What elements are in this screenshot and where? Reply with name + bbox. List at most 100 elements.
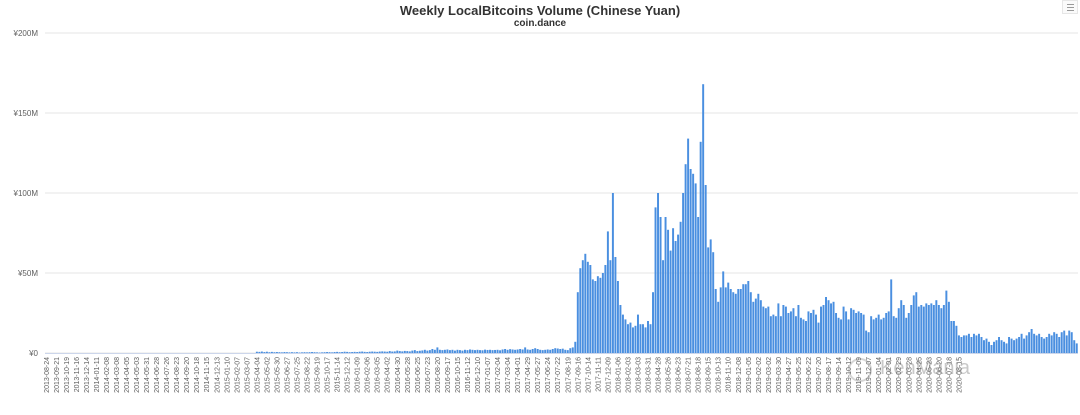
chart-menu-button[interactable] (1062, 0, 1078, 14)
bar (1075, 343, 1078, 353)
bar (917, 306, 920, 353)
bar (890, 279, 893, 353)
bar (601, 273, 604, 353)
bar (431, 349, 434, 353)
bar (396, 350, 399, 353)
bar (536, 349, 539, 353)
bar (408, 351, 411, 353)
bar (426, 350, 429, 353)
x-tick-label: 2015-07-25 (294, 357, 301, 393)
bar (659, 217, 662, 353)
bar (331, 352, 334, 353)
bar (1073, 340, 1076, 353)
bar (574, 341, 577, 353)
bar (265, 351, 268, 353)
bar (611, 193, 614, 353)
bar (403, 350, 406, 353)
bar (727, 282, 730, 353)
bar (1040, 337, 1043, 353)
menu-icon (1067, 4, 1074, 5)
bar (609, 260, 612, 353)
x-tick-label: 2018-08-18 (696, 357, 703, 393)
bar (1060, 332, 1063, 353)
x-tick-label: 2019-04-27 (786, 357, 793, 393)
bar (709, 239, 712, 353)
menu-icon-line (1067, 7, 1074, 8)
bar (1050, 335, 1053, 353)
bar (258, 351, 261, 353)
bar (363, 351, 366, 353)
bar (812, 309, 815, 353)
bar (569, 348, 572, 353)
bar (451, 349, 454, 353)
bar (822, 305, 825, 353)
x-tick-label: 2017-04-01 (515, 357, 522, 393)
bar (797, 305, 800, 353)
bar (393, 351, 396, 353)
y-tick-label: ¥150M (13, 109, 39, 118)
bar (551, 349, 554, 353)
bar (764, 308, 767, 353)
bar (719, 287, 722, 353)
bar (406, 351, 409, 353)
bar (479, 350, 481, 353)
bar (346, 351, 349, 353)
x-tick-label: 2018-10-13 (716, 357, 723, 393)
bar (496, 349, 499, 353)
bar (724, 287, 727, 353)
bar (504, 349, 507, 353)
x-tick-label: 2020-07-18 (946, 357, 953, 393)
bar (321, 352, 324, 353)
bar (647, 321, 649, 353)
x-tick-label: 2013-12-14 (84, 357, 91, 393)
bar (288, 352, 291, 353)
bar (471, 349, 474, 353)
bar (428, 350, 431, 353)
bar (356, 352, 359, 353)
x-tick-label: 2019-02-02 (756, 357, 763, 393)
x-tick-label: 2016-02-06 (365, 357, 372, 393)
bar (962, 335, 965, 353)
bar (847, 319, 850, 353)
watermark-text: KenMania (880, 357, 971, 379)
bar (604, 265, 607, 353)
bar (313, 352, 316, 353)
bar (642, 324, 644, 353)
x-tick-label: 2017-03-04 (505, 357, 512, 393)
x-tick-label: 2020-01-04 (876, 357, 883, 393)
bar (1055, 333, 1058, 353)
bar (333, 352, 336, 353)
bar (857, 311, 860, 353)
x-tick-label: 2017-11-11 (595, 357, 602, 392)
bar (882, 317, 885, 353)
y-tick-label: ¥50M (17, 269, 38, 278)
x-tick-label: 2014-04-05 (124, 357, 131, 393)
bar (273, 352, 276, 353)
bar (679, 221, 682, 353)
bar (476, 349, 479, 353)
bar (388, 351, 391, 353)
bar (835, 313, 838, 353)
bar (1028, 332, 1031, 353)
bar (875, 317, 878, 353)
bar (789, 311, 792, 353)
bar (1030, 329, 1033, 353)
bar (815, 314, 817, 353)
x-tick-label: 2018-03-31 (646, 357, 653, 393)
x-tick-label: 2019-03-30 (776, 357, 783, 393)
bar (988, 341, 990, 353)
bar (747, 281, 750, 353)
bar (303, 352, 306, 353)
bar (636, 314, 639, 353)
bar (867, 332, 870, 353)
x-tick-label: 2020-08-15 (956, 357, 963, 393)
x-tick-label: 2018-01-06 (615, 357, 622, 393)
bar (837, 317, 840, 353)
bar (453, 350, 456, 353)
bar (832, 301, 835, 353)
x-tick-label: 2016-08-20 (435, 357, 442, 393)
bar (306, 352, 308, 353)
bar (463, 349, 466, 353)
bar (895, 317, 898, 353)
